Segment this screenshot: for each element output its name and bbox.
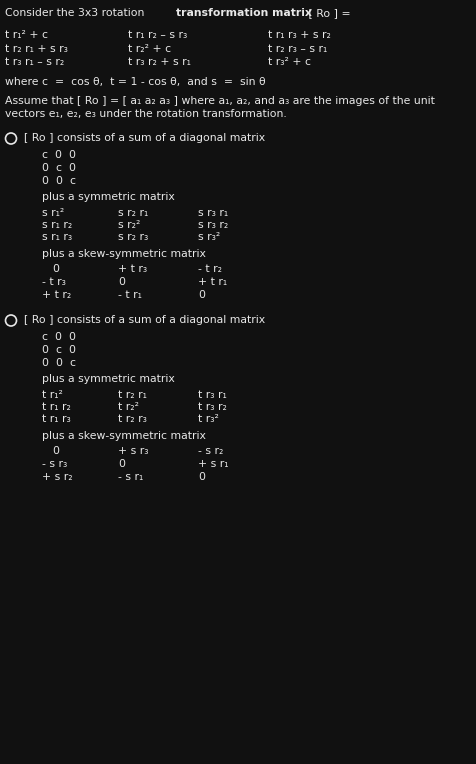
Text: t r₃ r₂: t r₃ r₂ <box>198 402 227 412</box>
Text: 0: 0 <box>198 290 205 299</box>
Text: s r₁ r₃: s r₁ r₃ <box>42 232 72 242</box>
Text: - s r₃: - s r₃ <box>42 459 67 469</box>
Text: 0: 0 <box>52 264 59 274</box>
Text: - t r₁: - t r₁ <box>118 290 142 299</box>
Text: where c  =  cos θ,  t = 1 - cos θ,  and s  =  sin θ: where c = cos θ, t = 1 - cos θ, and s = … <box>5 77 266 88</box>
Text: t r₂²: t r₂² <box>118 402 139 412</box>
Text: transformation matrix: transformation matrix <box>176 8 312 18</box>
Text: t r₁² + c: t r₁² + c <box>5 30 48 40</box>
Text: c  0  0: c 0 0 <box>42 151 76 160</box>
Text: plus a symmetric matrix: plus a symmetric matrix <box>42 374 175 384</box>
Text: [ Ro ] =: [ Ro ] = <box>305 8 351 18</box>
Text: - s r₂: - s r₂ <box>198 446 223 457</box>
Text: - t r₂: - t r₂ <box>198 264 222 274</box>
Text: t r₂ r₁: t r₂ r₁ <box>118 390 147 400</box>
Text: s r₃ r₂: s r₃ r₂ <box>198 220 228 230</box>
Text: s r₂²: s r₂² <box>118 220 140 230</box>
Text: t r₁ r₃: t r₁ r₃ <box>42 415 71 425</box>
Text: s r₂ r₃: s r₂ r₃ <box>118 232 148 242</box>
Text: t r₂ r₃ – s r₁: t r₂ r₃ – s r₁ <box>268 44 327 53</box>
Text: t r₃ r₁: t r₃ r₁ <box>198 390 227 400</box>
Text: + s r₁: + s r₁ <box>198 459 228 469</box>
Text: + t r₃: + t r₃ <box>118 264 147 274</box>
Text: t r₃²: t r₃² <box>198 415 219 425</box>
Text: + t r₂: + t r₂ <box>42 290 71 299</box>
Text: 0: 0 <box>52 446 59 457</box>
Text: - s r₁: - s r₁ <box>118 471 143 481</box>
Text: + s r₂: + s r₂ <box>42 471 73 481</box>
Text: 0  0  c: 0 0 c <box>42 176 76 186</box>
Text: t r₃ r₂ + s r₁: t r₃ r₂ + s r₁ <box>128 57 191 67</box>
Text: + t r₁: + t r₁ <box>198 277 227 287</box>
Text: 0: 0 <box>198 471 205 481</box>
Text: t r₁ r₃ + s r₂: t r₁ r₃ + s r₂ <box>268 30 331 40</box>
Text: t r₂ r₁ + s r₃: t r₂ r₁ + s r₃ <box>5 44 68 53</box>
Text: Consider the 3x3 rotation: Consider the 3x3 rotation <box>5 8 148 18</box>
Text: plus a skew-symmetric matrix: plus a skew-symmetric matrix <box>42 431 206 441</box>
Text: s r₁²: s r₁² <box>42 208 64 218</box>
Text: 0  c  0: 0 c 0 <box>42 163 76 173</box>
Text: c  0  0: c 0 0 <box>42 332 76 342</box>
Text: 0  c  0: 0 c 0 <box>42 345 76 355</box>
Text: s r₃²: s r₃² <box>198 232 220 242</box>
Text: [ Ro ] consists of a sum of a diagonal matrix: [ Ro ] consists of a sum of a diagonal m… <box>24 133 265 143</box>
Text: Assume that [ Ro ] = [ a₁ a₂ a₃ ] where a₁, a₂, and a₃ are the images of the uni: Assume that [ Ro ] = [ a₁ a₂ a₃ ] where … <box>5 96 435 106</box>
Text: 0: 0 <box>118 459 125 469</box>
Text: t r₃ r₁ – s r₂: t r₃ r₁ – s r₂ <box>5 57 64 67</box>
Text: t r₃² + c: t r₃² + c <box>268 57 311 67</box>
Text: + s r₃: + s r₃ <box>118 446 149 457</box>
Text: s r₃ r₁: s r₃ r₁ <box>198 208 228 218</box>
Text: 0  0  c: 0 0 c <box>42 358 76 367</box>
Text: s r₂ r₁: s r₂ r₁ <box>118 208 148 218</box>
Text: t r₁²: t r₁² <box>42 390 63 400</box>
Text: t r₁ r₂ – s r₃: t r₁ r₂ – s r₃ <box>128 30 187 40</box>
Text: [ Ro ] consists of a sum of a diagonal matrix: [ Ro ] consists of a sum of a diagonal m… <box>24 315 265 325</box>
Text: t r₂ r₃: t r₂ r₃ <box>118 415 147 425</box>
Text: plus a symmetric matrix: plus a symmetric matrix <box>42 192 175 202</box>
Text: t r₁ r₂: t r₁ r₂ <box>42 402 71 412</box>
Text: s r₁ r₂: s r₁ r₂ <box>42 220 72 230</box>
Text: - t r₃: - t r₃ <box>42 277 66 287</box>
Text: t r₂² + c: t r₂² + c <box>128 44 171 53</box>
Text: vectors e₁, e₂, e₃ under the rotation transformation.: vectors e₁, e₂, e₃ under the rotation tr… <box>5 109 287 119</box>
Text: plus a skew-symmetric matrix: plus a skew-symmetric matrix <box>42 249 206 259</box>
Text: 0: 0 <box>118 277 125 287</box>
